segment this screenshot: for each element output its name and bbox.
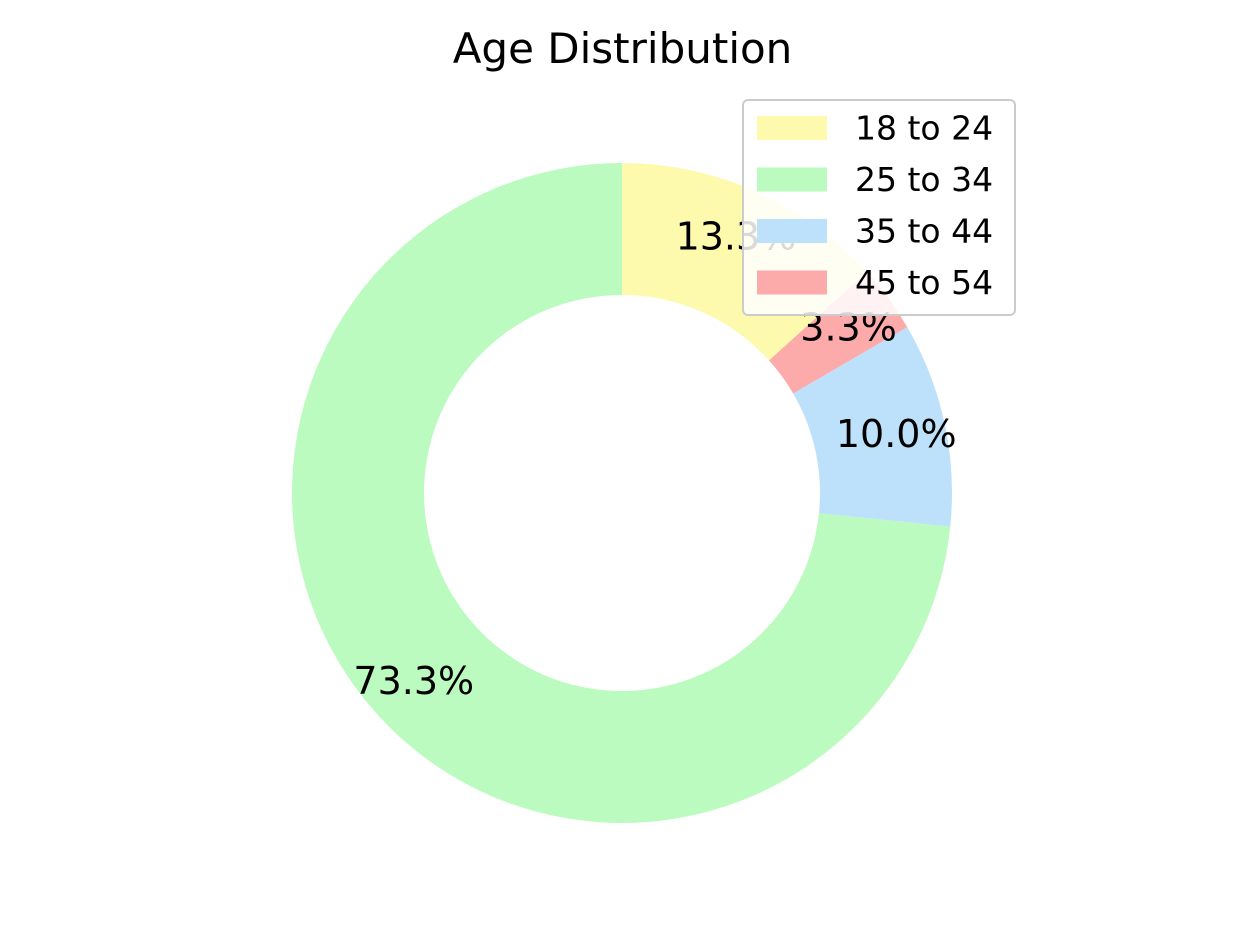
percent-label-35-to-44: 10.0% — [836, 412, 957, 456]
percent-label-25-to-34: 73.3% — [353, 659, 474, 703]
legend-label-35-to-44: 35 to 44 — [855, 212, 993, 251]
legend-swatch-18-to-24 — [757, 116, 827, 140]
legend-label-25-to-34: 25 to 34 — [855, 160, 993, 199]
legend-label-18-to-24: 18 to 24 — [855, 109, 993, 148]
legend-swatch-25-to-34 — [757, 167, 827, 192]
slice-25-to-34 — [291, 163, 951, 823]
slice-35-to-44 — [793, 327, 952, 527]
legend-items: 18 to 24 25 to 34 35 to 44 45 to 54 — [757, 109, 993, 302]
legend-swatch-45-to-54 — [757, 270, 827, 295]
chart-title: Age Distribution — [452, 24, 793, 73]
legend-swatch-35-to-44 — [757, 219, 827, 243]
legend: 18 to 24 25 to 34 35 to 44 45 to 54 — [742, 99, 1016, 316]
legend-label-45-to-54: 45 to 54 — [855, 263, 993, 302]
legend-frame — [742, 99, 1016, 316]
